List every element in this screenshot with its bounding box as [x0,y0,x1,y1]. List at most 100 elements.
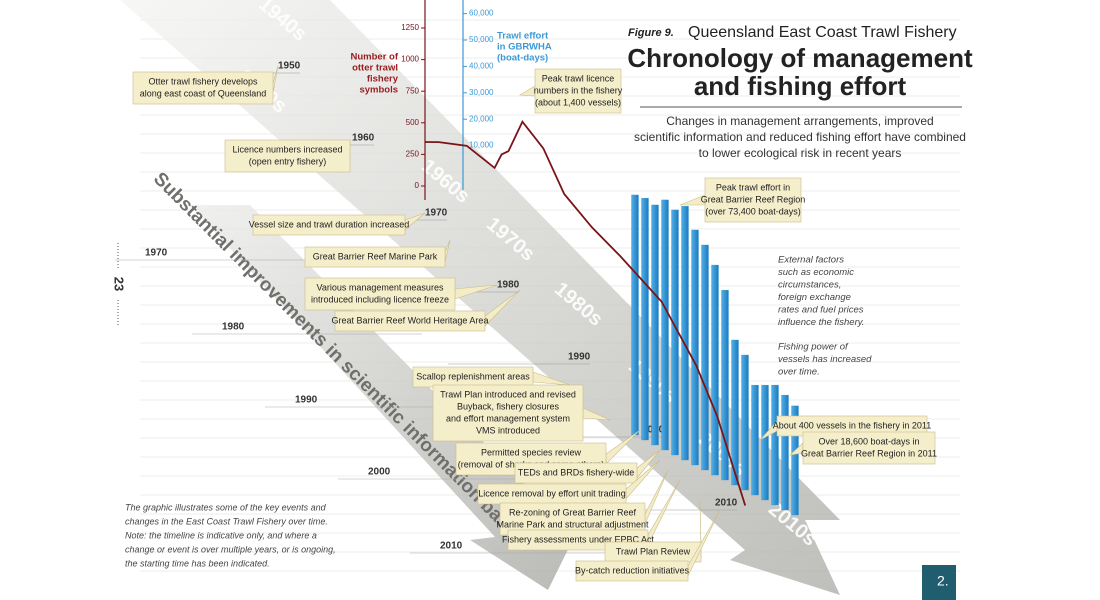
side-note: such as economic [778,267,854,278]
year-label: 1970 [425,208,448,219]
licence-tick-label: 0 [415,181,420,190]
effort-bar [731,339,739,486]
series-title: Queensland East Coast Trawl Fishery [688,24,957,41]
effort-axis-label: in GBRWHA [497,42,552,53]
side-note: influence the fishery. [778,317,864,328]
event-text: Licence removal by effort unit trading [478,488,625,498]
licence-axis-label: otter trawl [352,63,398,74]
side-note: vessels has increased [778,354,872,365]
effort-bar [741,354,749,491]
effort-bar [661,199,669,451]
event-text: VMS introduced [476,425,540,435]
licence-tick-label: 1250 [401,23,419,32]
event-text: numbers in the fishery [534,85,623,95]
callout-box [224,139,351,173]
year-label: 1950 [278,61,301,72]
event-text: Great Barrier Reef Region [701,194,806,204]
callout-box [499,502,646,536]
effort-bar [691,229,699,466]
callout-box [304,277,456,311]
footnote: changes in the East Coast Trawl Fishery … [125,516,328,526]
event-text: (about 1,400 vessels) [535,97,621,107]
year-label: 1980 [222,322,245,333]
event-text: Peak trawl effort in [716,182,790,192]
effort-bar [641,197,649,441]
event-text: Great Barrier Reef Marine Park [313,251,438,261]
callout-box [334,310,486,332]
licence-axis-label: symbols [359,85,398,96]
main: 1940s1950s1960s1970s1980s1990s2000s2010s… [115,0,973,582]
licence-tick-label: 750 [406,86,420,95]
event-text: Licence numbers increased [232,144,342,154]
event-text: (over 73,400 boat-days) [705,206,801,216]
year-label: 1990 [295,395,318,406]
effort-tick-label: 50,000 [469,35,494,44]
side-note: External factors [778,255,844,266]
callout-box [252,214,406,236]
subtitle: Changes in management arrangements, impr… [666,114,933,128]
effort-bar [651,204,659,446]
effort-bar [711,264,719,476]
event-text: Scallop replenishment areas [416,371,530,381]
figure-label: Figure 9. [628,27,674,39]
event-text: Otter trawl fishery develops [148,76,258,86]
event-text: Great Barrier Reef World Heritage Area [332,315,489,325]
event-text: By-catch reduction initiatives [575,565,690,575]
event-text: Fishery assessments under EPBC Act [502,534,655,544]
effort-bar [781,394,789,511]
licence-axis-label: Number of [351,52,399,63]
event-text: Trawl Plan Review [616,546,691,556]
effort-bar [751,384,759,496]
side-note: circumstances, [778,280,841,291]
effort-axis-label: (boat-days) [497,53,548,64]
event-text: About 400 vessels in the fishery in 2011 [773,420,931,430]
event-text: (open entry fishery) [249,156,327,166]
event-text: Peak trawl licence [542,73,615,83]
effort-tick-label: 20,000 [469,114,494,123]
footnote: Note: the timeline is indicative only, a… [125,530,317,540]
side-note: over time. [778,367,820,378]
year-label: 1980 [497,280,520,291]
event-text: Various management measures [317,282,444,292]
page-right: 2. [937,573,949,589]
licence-line [424,119,747,506]
effort-bar [701,244,709,471]
licence-tick-label: 1000 [401,55,419,64]
effort-bar [631,194,639,436]
event-text: Over 18,600 boat-days in [818,436,919,446]
year-label: 2010 [715,498,738,509]
callout-box [534,68,622,114]
callout-box [704,177,802,223]
year-label: 2000 [368,467,391,478]
side-note: Fishing power of [778,342,849,353]
footnote: the starting time has been indicated. [125,558,270,568]
licence-tick-label: 500 [406,118,420,127]
page-box [922,565,956,600]
event-text: Re-zoning of Great Barrier Reef [509,507,637,517]
event-text: introduced including licence freeze [311,294,449,304]
callout-box [304,246,446,268]
event-text: and effort management system [446,413,570,423]
effort-bar [681,206,689,461]
licence-axis-label: fishery [367,74,399,85]
event-text: Great Barrier Reef Region in 2011 [801,448,937,458]
effort-tick-label: 10,000 [469,141,494,150]
footnote: change or event is over multiple years, … [125,544,336,554]
effort-bar [761,384,769,501]
year-label: 1970 [145,248,168,259]
subtitle: to lower ecological risk in recent years [699,146,902,160]
event-text: TEDs and BRDs fishery-wide [518,467,635,477]
event-text: Permitted species review [481,447,582,457]
effort-tick-label: 60,000 [469,9,494,18]
side-note: rates and fuel prices [778,305,864,316]
side-note: foreign exchange [778,292,851,303]
event-text: Trawl Plan introduced and revised [440,389,576,399]
year-label: 1990 [568,352,591,363]
year-label: 2010 [440,541,463,552]
event-text: Marine Park and structural adjustment [496,519,649,529]
callout-box [432,384,584,442]
effort-tick-label: 40,000 [469,62,494,71]
year-label: 1960 [352,133,375,144]
effort-bar [771,384,779,506]
